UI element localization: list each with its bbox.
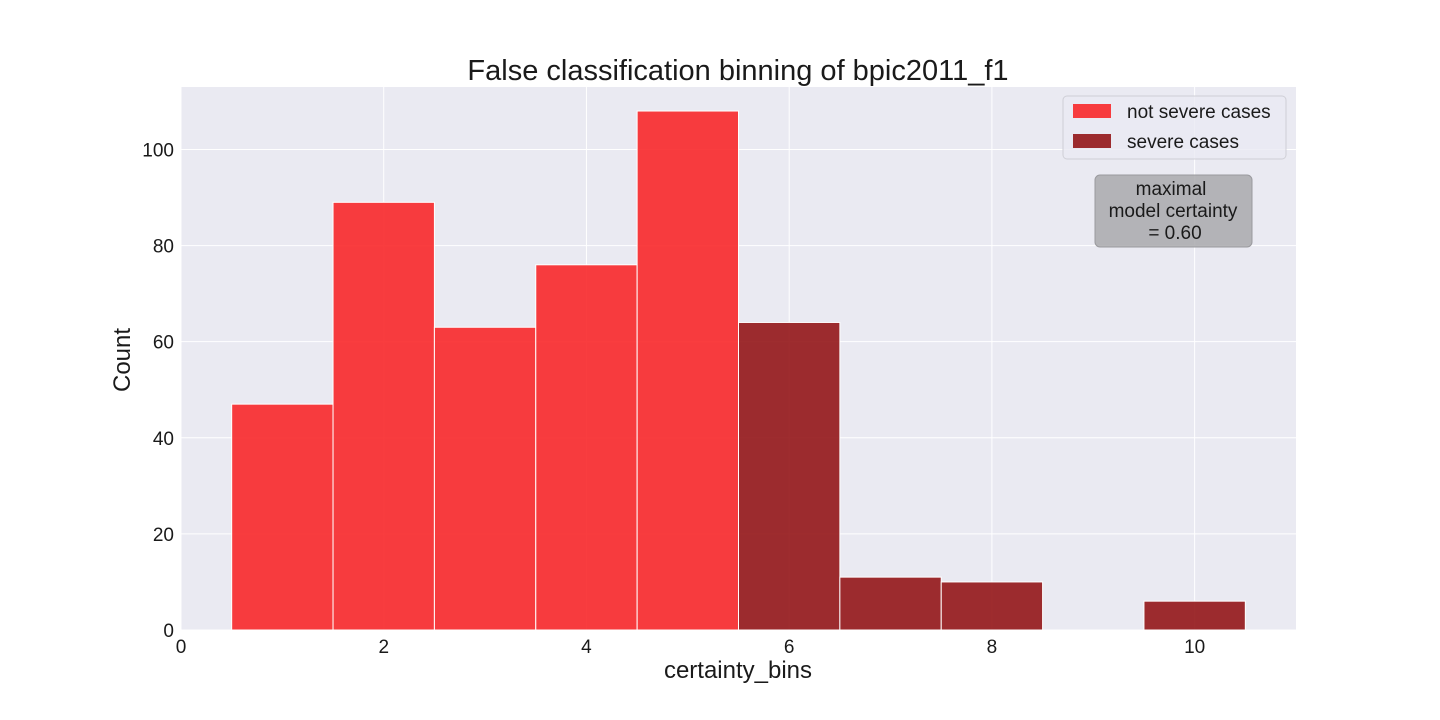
annotation-line-2: model certainty (1109, 201, 1238, 222)
bar-not-severe-4 (535, 264, 638, 631)
y-tick-label: 80 (153, 237, 174, 258)
x-tick-label: 6 (784, 637, 795, 658)
x-tick-label: 0 (176, 637, 187, 658)
y-tick-label: 60 (153, 333, 174, 354)
annotation-box (1094, 174, 1253, 248)
x-tick-label: 10 (1184, 637, 1205, 658)
bar-severe-10 (1143, 600, 1246, 631)
y-tick-label: 100 (142, 140, 174, 161)
legend-swatch-severe (1073, 134, 1111, 148)
bar-severe-7 (839, 576, 942, 631)
x-axis-title: certainty_bins (664, 657, 812, 684)
legend-label-not-severe: not severe cases (1127, 102, 1271, 123)
bar-not-severe-3 (433, 326, 537, 631)
bar-not-severe-2 (332, 201, 435, 631)
x-tick-label: 8 (987, 637, 998, 658)
bar-severe-8 (940, 581, 1044, 631)
chart-title: False classification binning of bpic2011… (467, 55, 1008, 87)
certainty-annotation: maximal model certainty = 0.60 (1094, 174, 1253, 248)
y-tick-label: 20 (153, 525, 174, 546)
bars (231, 110, 1246, 631)
legend-box (1062, 95, 1287, 160)
x-tick-label: 2 (378, 637, 389, 658)
annotation-line-1: maximal (1136, 179, 1207, 200)
x-tick-label: 4 (581, 637, 592, 658)
legend-swatch-not-severe (1073, 104, 1111, 118)
y-axis-title: Count (109, 328, 136, 392)
annotation-line-3: = 0.60 (1148, 223, 1201, 244)
legend-label-severe: severe cases (1127, 132, 1239, 153)
legend: not severe cases severe cases (1062, 95, 1287, 160)
bar-severe-6 (738, 321, 841, 631)
bar-not-severe-1 (231, 403, 334, 631)
y-tick-label: 0 (163, 621, 174, 642)
bar-not-severe-5 (636, 110, 739, 631)
y-tick-label: 40 (153, 429, 174, 450)
